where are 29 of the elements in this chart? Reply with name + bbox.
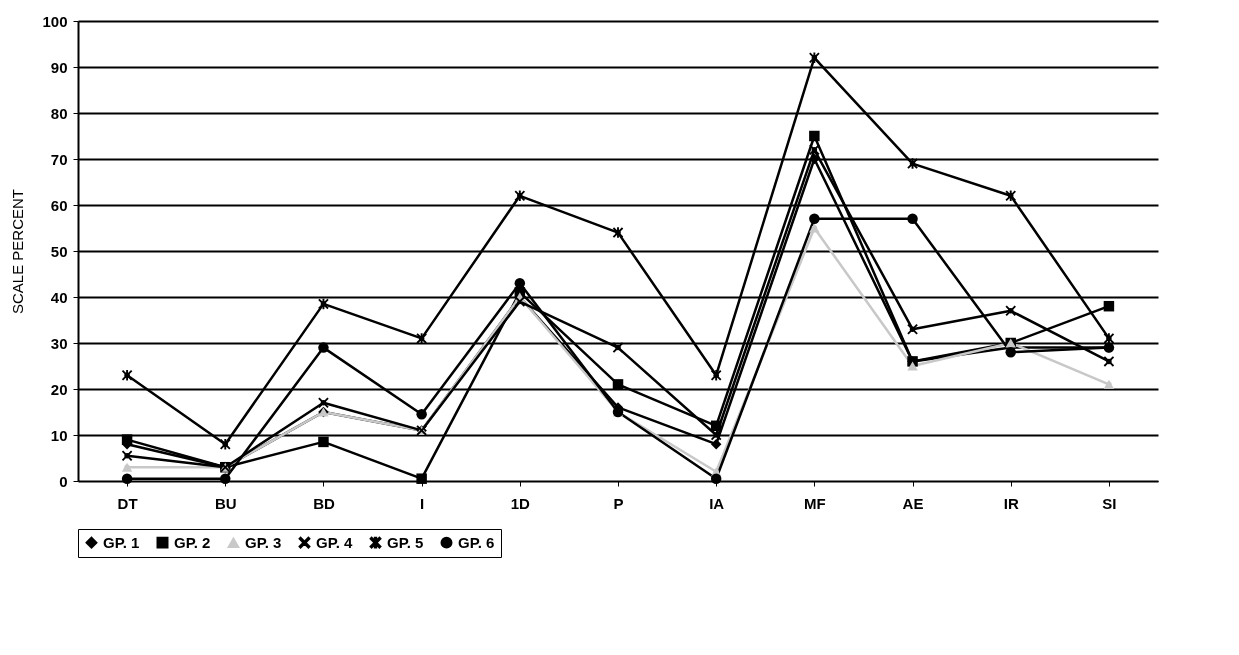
x-tick-label: MF xyxy=(804,494,826,512)
y-axis-title: SCALE PERCENT xyxy=(9,188,27,315)
x-tick-label: AE xyxy=(902,494,924,512)
x-tick-label: IR xyxy=(1003,494,1019,512)
y-tick-label: 80 xyxy=(50,104,68,122)
legend-label: GP. 2 xyxy=(174,533,211,551)
y-tick-label: 70 xyxy=(50,150,68,168)
y-tick-label: 90 xyxy=(50,58,68,76)
y-tick-label: 10 xyxy=(50,426,68,444)
legend-label: GP. 6 xyxy=(458,533,495,551)
x-tick-label: I xyxy=(420,494,425,512)
y-tick-label: 40 xyxy=(50,288,68,306)
legend-label: GP. 5 xyxy=(387,533,424,551)
legend-label: GP. 3 xyxy=(245,533,282,551)
y-tick-label: 30 xyxy=(50,334,68,352)
y-tick-label: 100 xyxy=(42,12,68,30)
x-tick-label: DT xyxy=(117,494,138,512)
x-tick-label: P xyxy=(613,494,624,512)
y-tick-label: 0 xyxy=(59,472,68,490)
x-tick-label: SI xyxy=(1102,494,1117,512)
y-tick-label: 50 xyxy=(50,242,68,260)
legend-label: GP. 4 xyxy=(316,533,354,551)
y-tick-label: 60 xyxy=(50,196,68,214)
x-tick-label: 1D xyxy=(510,494,531,512)
y-tick-label: 20 xyxy=(50,380,68,398)
x-tick-label: BU xyxy=(214,494,237,512)
x-tick-label: BD xyxy=(313,494,335,512)
legend-label: GP. 1 xyxy=(103,533,140,551)
x-tick-label: IA xyxy=(709,494,725,512)
